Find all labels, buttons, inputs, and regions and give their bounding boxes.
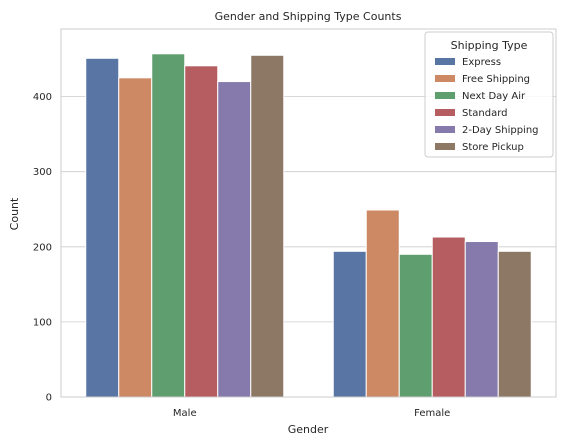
legend-label: Next Day Air [462,91,526,102]
legend-swatch [435,58,455,65]
bar-store-pickup-female [497,250,532,398]
bar-2-day-shipping-male [217,81,252,398]
x-tick-label: Male [173,408,197,419]
bar-store-pickup-male [250,54,285,398]
legend-label: Express [462,57,501,68]
bar-express-male [85,57,120,398]
chart-title: Gender and Shipping Type Counts [215,10,402,23]
legend-label: Standard [462,108,508,119]
x-axis-label: Gender [288,423,329,436]
bar-free-shipping-female [365,209,400,398]
legend-swatch [435,126,455,133]
legend-swatch [435,143,455,150]
bar-express-female [332,250,367,398]
legend-title: Shipping Type [451,39,528,52]
bars-layer [85,53,532,398]
y-tick-label: 0 [46,393,52,404]
legend-items: Express Free Shipping Next Day Air Standard… [435,57,539,153]
y-tick-label: 400 [33,92,52,103]
x-tick-labels: Male Female [173,408,450,419]
bar-2-day-shipping-female [464,241,499,398]
x-tick-label: Female [414,408,450,419]
bar-free-shipping-male [118,77,153,398]
bar-standard-female [431,236,466,398]
bar-next-day-air-female [398,253,433,398]
bar-standard-male [184,65,219,398]
legend-label: Free Shipping [462,74,530,85]
plot-frame [60,28,557,398]
y-tick-label: 100 [33,317,52,328]
y-axis-label: Count [8,197,21,230]
legend-swatch [435,109,455,116]
legend-label: 2-Day Shipping [462,125,539,136]
legend-label: Store Pickup [462,142,524,153]
y-tick-label: 300 [33,167,52,178]
legend: Shipping Type Express Free Shipping Next D… [424,31,554,158]
legend-swatch [435,92,455,99]
legend-box [424,31,554,158]
bar-next-day-air-male [151,53,186,398]
y-tick-labels: 0 100 200 300 400 [33,92,52,403]
y-tick-label: 200 [33,242,52,253]
legend-swatch [435,75,455,82]
